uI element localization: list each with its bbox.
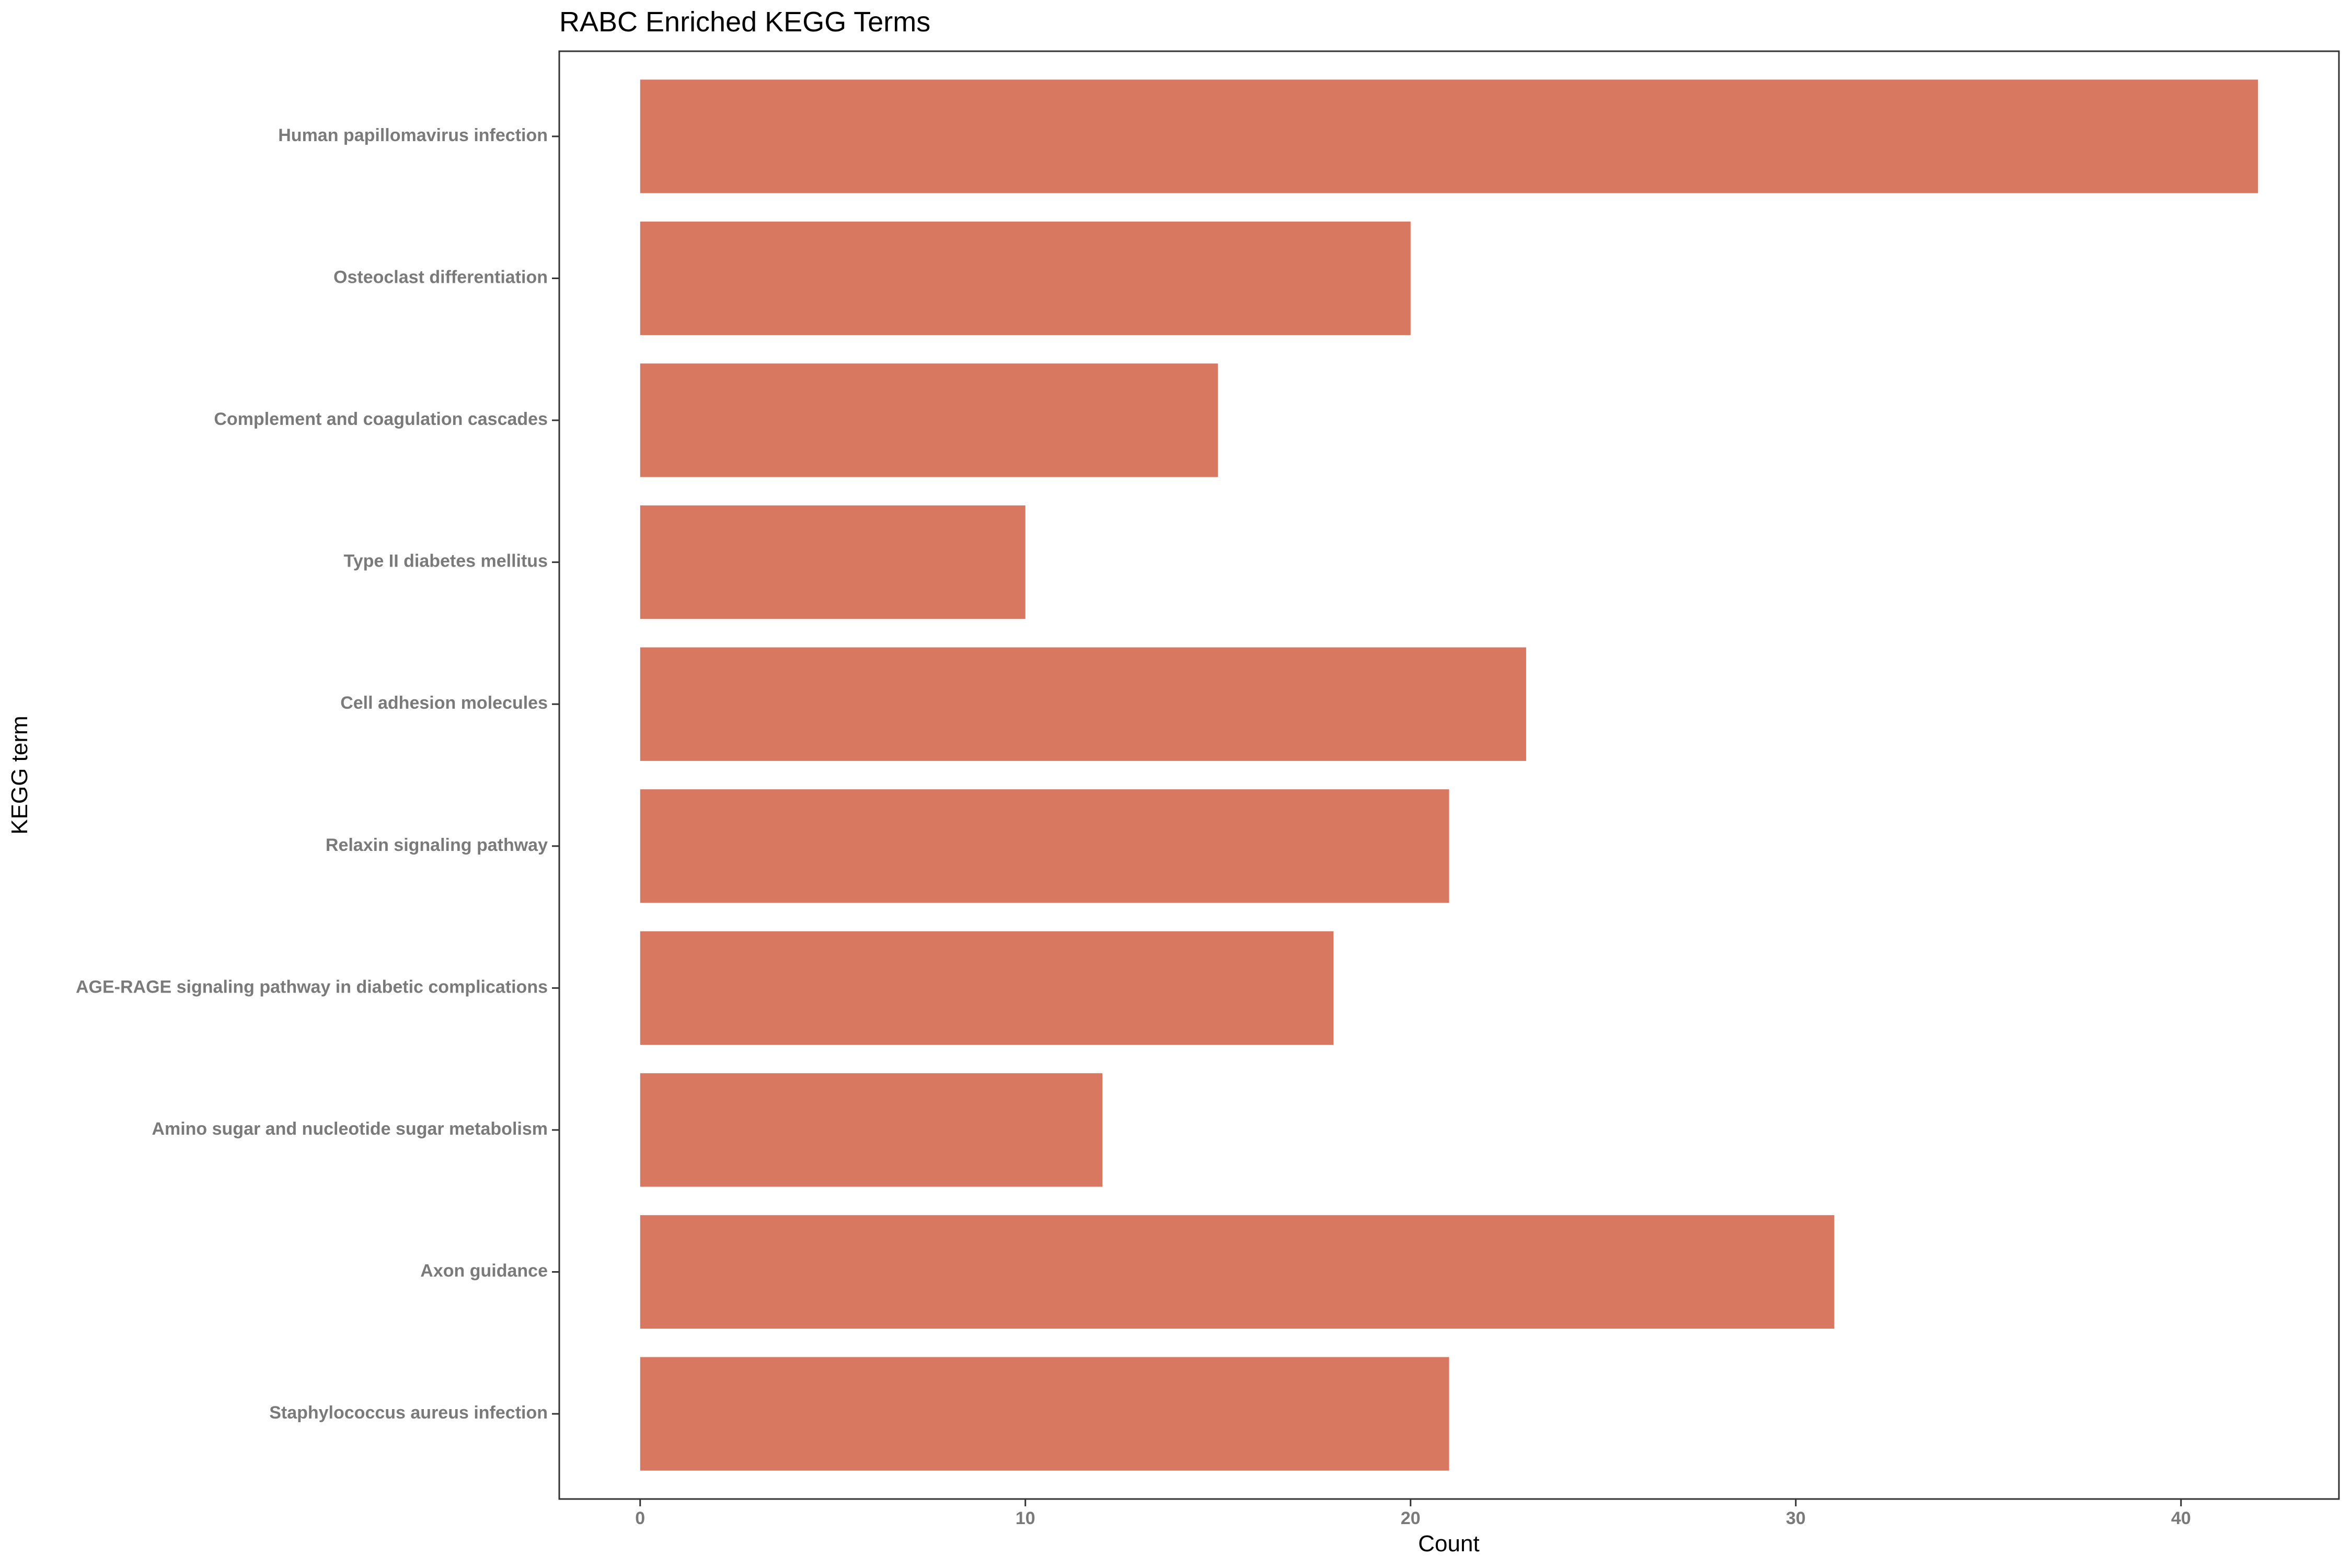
x-axis-title: Count [1418,1531,1479,1557]
y-tick-label-3: Type II diabetes mellitus [344,551,548,571]
plot-panel-border [558,50,2340,1500]
bar-3 [640,505,1025,619]
bar-6 [640,931,1334,1045]
bar-2 [640,363,1218,477]
y-tick-label-1: Osteoclast differentiation [333,267,548,287]
bar-7 [640,1073,1103,1187]
y-tick-label-0: Human papillomavirus infection [278,125,548,145]
x-tick-label-2: 20 [1401,1508,1421,1528]
y-tick-label-9: Staphylococcus aureus infection [269,1403,548,1423]
bar-9 [640,1357,1449,1471]
bar-4 [640,647,1526,761]
y-tick-label-7: Amino sugar and nucleotide sugar metabol… [152,1119,548,1139]
y-tick-label-4: Cell adhesion molecules [340,693,548,713]
y-tick-label-8: Axon guidance [420,1261,548,1281]
chart-title: RABC Enriched KEGG Terms [559,6,930,38]
y-axis: Human papillomavirus infection Osteoclast… [76,125,559,1423]
y-tick-label-2: Complement and coagulation cascades [214,409,548,429]
x-tick-label-3: 30 [1786,1508,1806,1528]
bar-1 [640,221,1411,336]
bar-8 [640,1215,1835,1329]
bar-5 [640,789,1449,903]
x-tick-label-1: 10 [1016,1508,1035,1528]
bars-layer [640,79,2258,1471]
bar-0 [640,79,2258,193]
y-tick-label-5: Relaxin signaling pathway [326,835,548,855]
x-tick-label-0: 0 [635,1508,645,1528]
y-axis-title: KEGG term [7,716,32,834]
x-axis: 0 10 20 30 40 [635,1499,2191,1528]
x-tick-label-4: 40 [2171,1508,2191,1528]
y-tick-label-6: AGE-RAGE signaling pathway in diabetic c… [76,977,548,997]
